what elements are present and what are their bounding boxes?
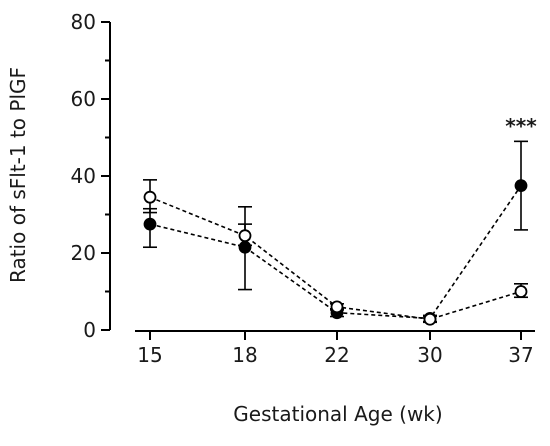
x-tick-label: 15	[137, 343, 162, 367]
y-axis-title: Ratio of sFlt-1 to PlGF	[6, 67, 30, 283]
series-layer	[143, 140, 528, 326]
y-tick-label: 60	[71, 87, 96, 111]
data-point	[143, 217, 157, 231]
y-tick-label: 40	[71, 164, 96, 188]
y-tick-label: 0	[83, 318, 96, 342]
series-1	[143, 140, 528, 323]
series-line	[149, 185, 522, 320]
data-point	[238, 240, 252, 254]
data-point	[330, 300, 344, 314]
data-point	[514, 179, 528, 193]
data-point	[143, 190, 157, 204]
significance-annotation: ***	[505, 114, 537, 138]
axes	[101, 21, 535, 340]
labels: 0 20 40 60 80 15 18 22 30 37 ***	[71, 10, 538, 367]
data-point	[238, 229, 252, 243]
x-tick-label: 37	[508, 343, 533, 367]
data-point	[423, 312, 437, 326]
y-tick-label: 80	[71, 10, 96, 34]
y-tick-label: 20	[71, 241, 96, 265]
x-tick-label: 18	[232, 343, 257, 367]
data-point	[514, 285, 528, 298]
x-tick-label: 22	[324, 343, 349, 367]
x-axis-title: Gestational Age (wk)	[233, 402, 442, 426]
x-tick-label: 30	[417, 343, 442, 367]
